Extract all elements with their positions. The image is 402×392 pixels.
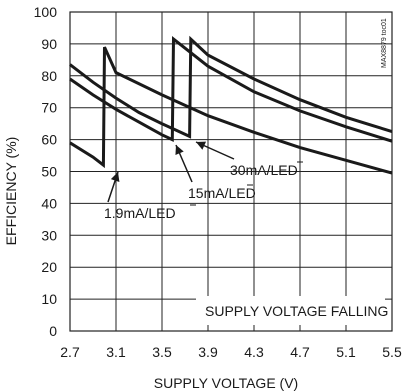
y-tick-label: 100 <box>34 4 58 20</box>
x-axis-title: SUPPLY VOLTAGE (V) <box>154 375 298 391</box>
x-tick-label: 5.1 <box>336 344 356 360</box>
side-code: MAX8879 toc01 <box>381 18 388 68</box>
y-tick-label: 10 <box>41 291 57 307</box>
note-text: SUPPLY VOLTAGE FALLING <box>205 303 388 319</box>
tick-labels: 2.7 3.1 3.5 3.9 4.3 4.7 5.1 5.5 0 10 20 30 40 50 60 70 8… <box>34 4 402 360</box>
note-box: SUPPLY VOLTAGE FALLING <box>196 296 388 325</box>
y-tick-label: 60 <box>41 132 57 148</box>
series-line <box>69 35 393 139</box>
series-label: 30mA/LED <box>230 162 298 178</box>
arrow-head <box>175 145 184 156</box>
series-label: 1.9mA/LED <box>104 205 176 221</box>
y-tick-label: 90 <box>41 36 57 52</box>
x-tick-label: 3.9 <box>198 344 218 360</box>
y-tick-label: 80 <box>41 68 57 84</box>
y-tick-label: 20 <box>41 259 57 275</box>
plot-frame <box>69 11 393 332</box>
series-label: 15mA/LED <box>188 185 256 201</box>
x-tick-label: 3.5 <box>152 344 172 360</box>
y-tick-label: 70 <box>41 100 57 116</box>
y-tick-label: 50 <box>41 164 57 180</box>
y-axis-title: EFFICIENCY (%) <box>3 137 19 246</box>
y-tick-label: 0 <box>49 323 57 339</box>
x-tick-label: 5.5 <box>382 344 402 360</box>
y-tick-label: 30 <box>41 227 57 243</box>
x-tick-label: 3.1 <box>106 344 126 360</box>
series-line <box>69 36 393 143</box>
annotations: 1.9mA/LED 15mA/LED 30mA/LED <box>104 141 303 221</box>
grid <box>69 11 393 332</box>
series-line <box>69 46 393 175</box>
x-tick-label: 2.7 <box>60 344 80 360</box>
x-tick-label: 4.3 <box>244 344 264 360</box>
x-tick-label: 4.7 <box>290 344 310 360</box>
arrow-head <box>196 141 207 150</box>
arrow-head <box>110 172 120 182</box>
series-lines <box>69 35 393 175</box>
y-tick-label: 40 <box>41 195 57 211</box>
